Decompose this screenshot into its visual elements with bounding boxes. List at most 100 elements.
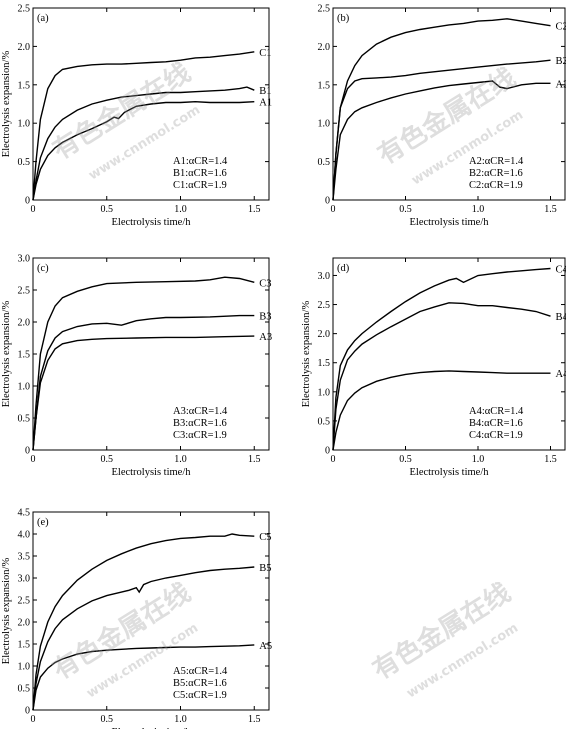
y-axis-label: Electrolysis expansion/% [1, 51, 12, 158]
y-tick-label: 4.0 [18, 530, 31, 541]
x-tick-label: 0 [331, 454, 336, 465]
x-tick-label: 1.0 [174, 714, 187, 725]
y-tick-label: 2.0 [18, 42, 31, 53]
x-tick-label: 0.5 [101, 204, 114, 215]
curve-label-B4: B4 [556, 312, 566, 323]
y-tick-label: 0 [325, 446, 330, 457]
series-line-B3 [32, 314, 255, 451]
legend-entry: A4:αCR=1.4 [469, 406, 524, 417]
series-line-C2 [332, 18, 551, 201]
curve-label-B1: B1 [259, 86, 271, 97]
y-tick-label: 0 [25, 706, 30, 717]
y-tick-label: 4.5 [18, 508, 31, 519]
x-tick-label: 1.5 [248, 454, 261, 465]
curve-label-B2: B2 [556, 56, 566, 67]
y-tick-label: 1.5 [318, 358, 331, 369]
y-tick-label: 0.5 [18, 684, 31, 695]
y-tick-label: 0.5 [18, 157, 31, 168]
y-tick-label: 0.5 [318, 157, 331, 168]
y-tick-label: 3.5 [18, 552, 31, 563]
y-tick-label: 1.5 [18, 350, 31, 361]
y-tick-label: 0 [25, 446, 30, 457]
curve-label-C2: C2 [556, 22, 566, 33]
y-tick-label: 1.0 [318, 119, 331, 130]
y-axis-label: Electrolysis expansion/% [301, 301, 312, 408]
x-tick-label: 1.5 [544, 204, 557, 215]
legend-entry: B2:αCR=1.6 [469, 168, 523, 179]
y-tick-label: 0.5 [18, 414, 31, 425]
series-line-C1 [32, 51, 255, 201]
chart-panel-1: 0 0.5 1.0 1.5 0 0.5 1.0 1.5 2.0 2.5 Electrolysis t… [1, 4, 272, 229]
curve-label-C5: C5 [259, 532, 271, 543]
chart-panel-3: 0 0.5 1.0 1.5 0 0.5 1.0 1.5 2.0 2.5 3.0 Electrolysi… [1, 254, 272, 479]
y-tick-label: 2.5 [18, 596, 31, 607]
x-tick-label: 1.5 [248, 204, 261, 215]
y-tick-label: 3.0 [18, 574, 31, 585]
panel-label: (a) [37, 13, 49, 24]
series-line-A5 [32, 644, 255, 711]
series-line-C3 [32, 276, 255, 451]
chart-panel-5: 0 0.5 1.0 1.5 0 0.5 1.0 1.5 2.0 2.5 3.0 3.5 4.0 4.5 El… [1, 508, 272, 729]
x-tick-label: 0 [31, 204, 36, 215]
chart-panel-4: 0 0.5 1.0 1.5 0 0.5 1.0 1.5 2.0 2.5 3.0 Electrolysi… [301, 257, 566, 478]
y-tick-label: 2.5 [318, 300, 331, 311]
x-tick-label: 1.5 [248, 714, 261, 725]
series-line-A3 [32, 335, 255, 451]
x-tick-label: 0 [331, 204, 336, 215]
series-line-B5 [32, 566, 255, 711]
panel-label: (e) [37, 517, 49, 528]
y-tick-label: 1.5 [18, 640, 31, 651]
panel-label: (b) [337, 13, 350, 24]
y-tick-label: 1.0 [318, 387, 331, 398]
x-tick-label: 0.5 [399, 454, 412, 465]
x-axis-label: Electrolysis time/h [111, 217, 191, 228]
x-axis-label: Electrolysis time/h [409, 467, 489, 478]
y-tick-label: 1.5 [318, 80, 331, 91]
y-tick-label: 2.5 [318, 4, 331, 15]
x-tick-label: 1.0 [472, 204, 485, 215]
series-line-A2 [332, 80, 551, 201]
x-tick-label: 1.5 [544, 454, 557, 465]
curve-label-A3: A3 [259, 332, 272, 343]
y-axis-label: Electrolysis expansion/% [1, 558, 12, 665]
y-tick-label: 0 [325, 196, 330, 207]
panel-label: (d) [337, 263, 350, 274]
plot-frame [332, 257, 566, 451]
curve-label-C3: C3 [259, 278, 271, 289]
y-tick-label: 2.5 [18, 4, 31, 15]
y-tick-label: 2.5 [18, 286, 31, 297]
plot-frame [32, 7, 270, 201]
plot-frame [32, 257, 270, 451]
chart-panel-2: 0 0.5 1.0 1.5 0 0.5 1.0 1.5 2.0 2.5 Electrolysis t… [318, 4, 566, 229]
y-tick-label: 2.0 [318, 42, 331, 53]
y-tick-label: 0 [25, 196, 30, 207]
legend-entry: C4:αCR=1.9 [469, 430, 523, 441]
y-tick-label: 2.0 [318, 329, 331, 340]
legend-entry: B1:αCR=1.6 [173, 168, 227, 179]
legend-entry: C5:αCR=1.9 [173, 690, 227, 701]
legend-entry: B5:αCR=1.6 [173, 678, 227, 689]
x-axis-label: Electrolysis time/h [409, 217, 489, 228]
legend-entry: A5:αCR=1.4 [173, 666, 228, 677]
series-line-B1 [32, 86, 255, 201]
legend-entry: C1:αCR=1.9 [173, 180, 227, 191]
curve-label-A1: A1 [259, 98, 272, 109]
x-tick-label: 0 [31, 714, 36, 725]
legend-entry: A3:αCR=1.4 [173, 406, 228, 417]
curve-label-C1: C1 [259, 48, 271, 59]
legend-entry: A2:αCR=1.4 [469, 156, 524, 167]
y-tick-label: 3.0 [318, 271, 331, 282]
series-line-A1 [32, 100, 255, 201]
panel-label: (c) [37, 263, 49, 274]
curve-label-A5: A5 [259, 641, 272, 652]
y-tick-label: 3.0 [18, 254, 31, 265]
x-tick-label: 1.0 [174, 454, 187, 465]
x-axis-label: Electrolysis time/h [111, 727, 191, 729]
x-axis-label: Electrolysis time/h [111, 467, 191, 478]
x-tick-label: 0.5 [101, 714, 114, 725]
y-tick-label: 0.5 [318, 416, 331, 427]
plot-frame [32, 511, 270, 711]
legend-entry: B3:αCR=1.6 [173, 418, 227, 429]
curve-label-B5: B5 [259, 563, 271, 574]
